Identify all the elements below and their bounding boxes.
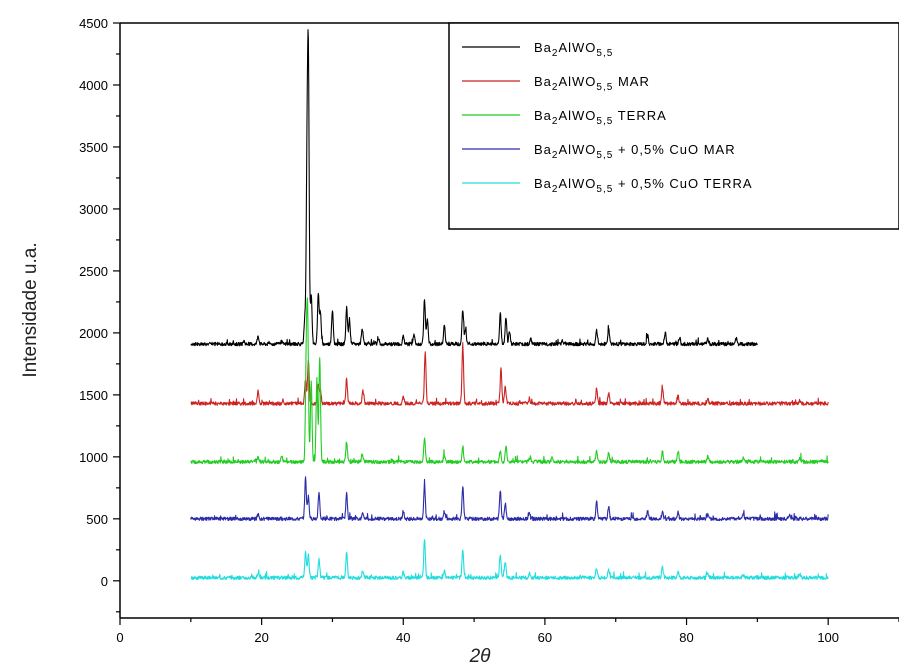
y-tick-label: 1500 <box>79 388 108 403</box>
legend-label-4: Ba2AlWO5,5 + 0,5% CuO MAR <box>534 142 736 161</box>
legend: Ba2AlWO5,5 Ba2AlWO5,5 MAR Ba2AlWO5,5 TERRA… <box>448 22 899 230</box>
x-tick-label: 40 <box>396 630 410 645</box>
legend-label-2: Ba2AlWO5,5 MAR <box>534 74 650 93</box>
x-tick-label: 80 <box>679 630 693 645</box>
x-tick-label: 20 <box>254 630 268 645</box>
series-line-5 <box>190 539 829 580</box>
y-tick-label: 1000 <box>79 450 108 465</box>
y-tick-label: 3000 <box>79 202 108 217</box>
series-line-2 <box>190 342 829 406</box>
y-tick-label: 2000 <box>79 326 108 341</box>
legend-box <box>448 22 899 230</box>
series-layer <box>190 29 829 580</box>
y-tick-label: 0 <box>101 574 108 589</box>
x-tick-label: 60 <box>538 630 552 645</box>
series-line-1 <box>190 29 758 347</box>
y-tick-label: 4500 <box>79 16 108 31</box>
x-tick-label: 0 <box>116 630 123 645</box>
series-line-4 <box>190 476 829 522</box>
y-axis-title: Intensidade u.a. <box>20 242 41 377</box>
series-line-3 <box>190 297 829 465</box>
x-axis-title: 2θ <box>469 646 492 667</box>
y-tick-label: 500 <box>86 512 108 527</box>
tick-labels: 0 500 1000 1500 2000 2500 3000 3500 4000 4500 0 20 4… <box>79 16 839 645</box>
legend-label-3: Ba2AlWO5,5 TERRA <box>534 108 667 127</box>
y-tick-label: 2500 <box>79 264 108 279</box>
y-tick-label: 4000 <box>79 78 108 93</box>
x-tick-label: 100 <box>817 630 839 645</box>
y-tick-label: 3500 <box>79 140 108 155</box>
legend-label-5: Ba2AlWO5,5 + 0,5% CuO TERRA <box>534 176 753 195</box>
legend-label-1: Ba2AlWO5,5 <box>534 40 613 59</box>
